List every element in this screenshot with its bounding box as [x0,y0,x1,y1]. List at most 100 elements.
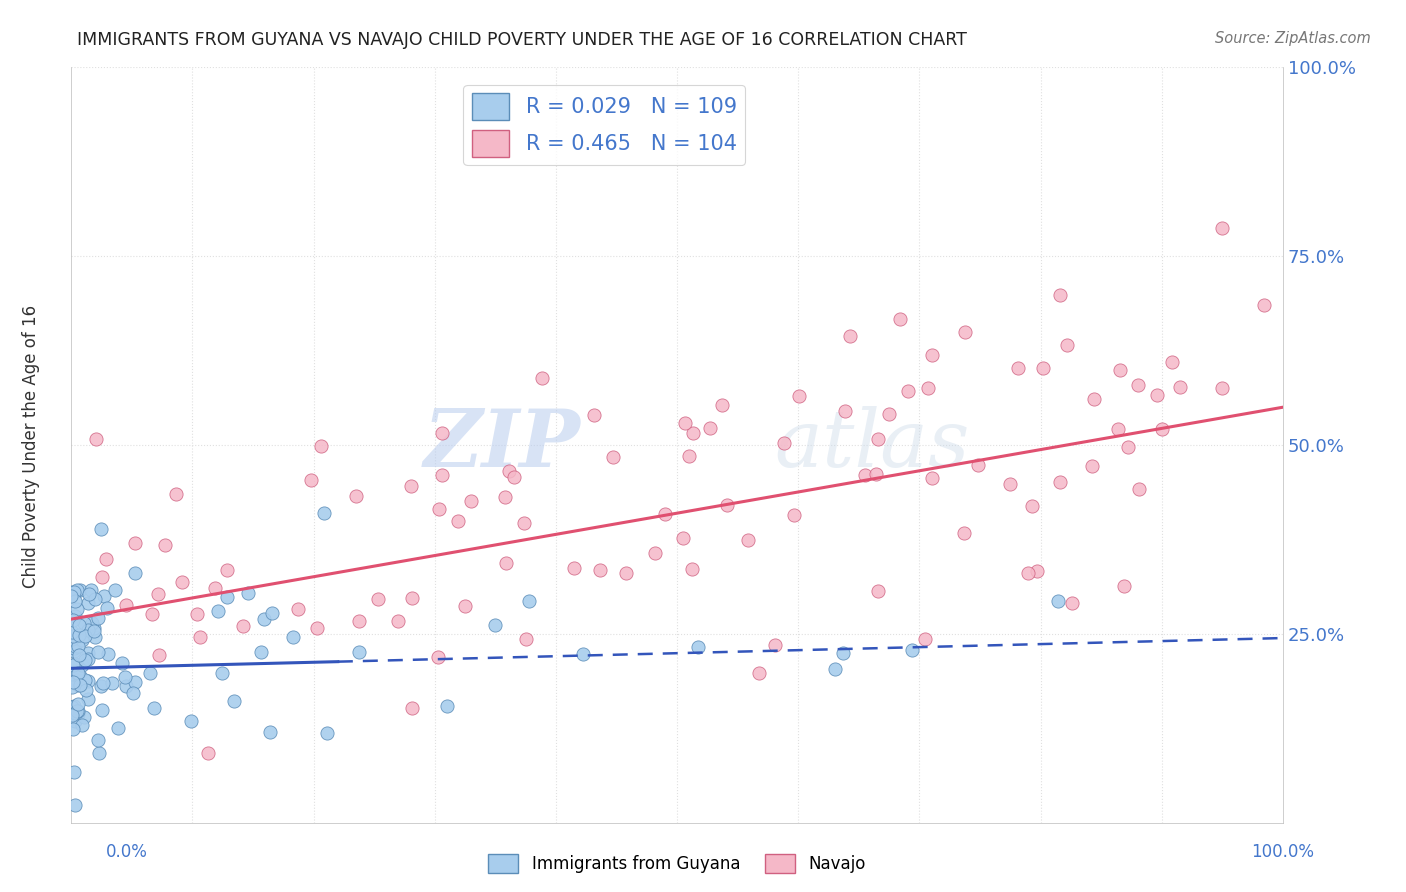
Point [868,432,890,446]
Point [427,649,450,664]
Point [188,630,211,644]
Point [672,531,695,545]
Point [232,618,254,632]
Point [1007,360,1029,375]
Point [839,328,862,343]
Point [63,585,86,599]
Point [1211,381,1233,395]
Point [314,506,336,520]
Text: Child Poverty Under the Age of 16: Child Poverty Under the Age of 16 [22,304,39,588]
Point [114,670,136,684]
Point [436,699,458,714]
Point [517,594,540,608]
Point [84,631,107,645]
Point [60,584,83,599]
Point [1128,378,1150,392]
Point [454,599,477,613]
Point [66,602,89,616]
Point [186,607,208,621]
Point [460,493,482,508]
Point [89,746,111,760]
Point [1021,500,1043,514]
Point [63,644,86,658]
Point [76,623,98,637]
Point [305,621,328,635]
Point [710,398,733,412]
Point [427,501,450,516]
Point [63,706,86,720]
Point [77,587,100,601]
Point [688,640,710,654]
Point [172,575,194,590]
Point [104,583,127,598]
Point [62,629,84,643]
Point [124,566,146,580]
Point [207,604,229,618]
Point [387,614,409,628]
Point [90,522,112,536]
Point [346,489,368,503]
Point [63,657,86,672]
Point [77,646,100,660]
Point [62,708,84,723]
Point [1150,422,1173,436]
Point [115,679,138,693]
Point [66,704,89,718]
Point [748,665,770,680]
Point [853,467,876,482]
Point [494,490,516,504]
Point [65,594,87,608]
Text: Source: ZipAtlas.com: Source: ZipAtlas.com [1215,31,1371,46]
Point [73,673,96,687]
Point [67,648,90,662]
Point [180,714,202,729]
Point [91,703,114,717]
Point [66,666,89,681]
Point [1128,482,1150,496]
Point [111,656,134,670]
Point [114,598,136,612]
Point [347,614,370,628]
Point [63,608,86,623]
Point [66,707,89,722]
Point [87,610,110,624]
Point [90,679,112,693]
Point [87,645,110,659]
Point [66,640,89,654]
Point [73,710,96,724]
Point [673,416,696,430]
Point [316,725,339,739]
Point [63,640,86,655]
Point [66,678,89,692]
Point [70,633,93,648]
Point [1017,566,1039,580]
Point [1109,363,1132,377]
Point [65,714,87,729]
Point [84,592,107,607]
Point [65,673,87,687]
Point [1107,421,1129,435]
Point [62,657,84,672]
Point [1056,338,1078,352]
Point [83,621,105,635]
Text: 100.0%: 100.0% [1251,843,1315,861]
Point [62,613,84,627]
Point [62,674,84,689]
Point [215,590,238,604]
Point [654,508,676,522]
Point [484,618,506,632]
Point [124,536,146,550]
Point [998,476,1021,491]
Point [69,668,91,682]
Point [236,586,259,600]
Point [401,701,423,715]
Point [124,675,146,690]
Point [588,563,610,577]
Point [63,798,86,813]
Text: ZIP: ZIP [423,406,581,483]
Point [349,645,371,659]
Point [60,681,83,695]
Point [299,474,322,488]
Point [763,638,786,652]
Point [73,616,96,631]
